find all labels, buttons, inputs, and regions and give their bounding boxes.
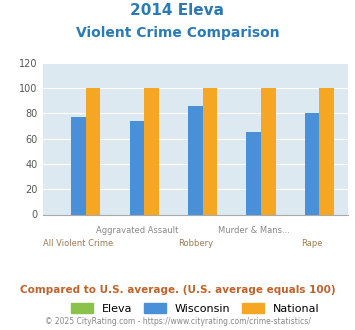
Bar [71, 117, 86, 214]
Bar [130, 121, 144, 214]
Legend: Eleva, Wisconsin, National: Eleva, Wisconsin, National [67, 299, 324, 319]
Bar [203, 88, 217, 214]
Text: Compared to U.S. average. (U.S. average equals 100): Compared to U.S. average. (U.S. average … [20, 285, 335, 295]
Text: © 2025 CityRating.com - https://www.cityrating.com/crime-statistics/: © 2025 CityRating.com - https://www.city… [45, 317, 310, 326]
Text: Murder & Mans...: Murder & Mans... [218, 226, 290, 235]
Bar [188, 106, 203, 214]
Bar [320, 88, 334, 214]
Text: Robbery: Robbery [178, 240, 213, 248]
Text: All Violent Crime: All Violent Crime [43, 240, 114, 248]
Bar [86, 88, 100, 214]
Text: Rape: Rape [301, 240, 323, 248]
Bar [305, 113, 320, 214]
Text: 2014 Eleva: 2014 Eleva [131, 3, 224, 18]
Text: Aggravated Assault: Aggravated Assault [95, 226, 178, 235]
Text: Violent Crime Comparison: Violent Crime Comparison [76, 26, 279, 40]
Bar [261, 88, 275, 214]
Bar [144, 88, 159, 214]
Bar [246, 132, 261, 214]
